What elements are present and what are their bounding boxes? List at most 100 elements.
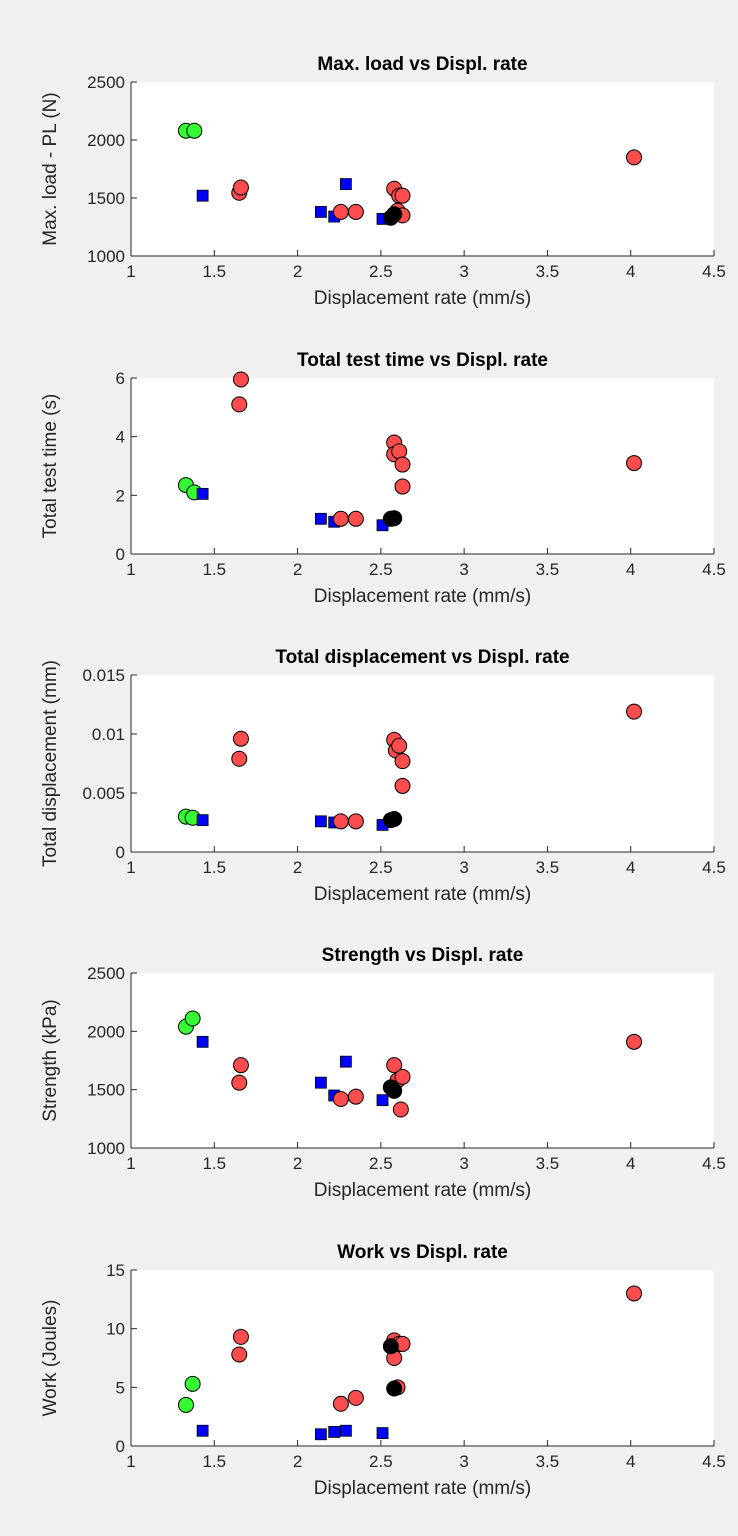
y-tick-label: 5 [116, 1378, 125, 1397]
data-point-circle [386, 1380, 403, 1397]
plot-area [131, 378, 714, 554]
data-point-circle [394, 478, 411, 495]
x-tick-label: 3.5 [536, 560, 560, 579]
x-tick-label: 2.5 [369, 858, 393, 877]
x-tick-label: 1.5 [202, 262, 226, 281]
data-point-square [339, 178, 352, 190]
series-4 [382, 810, 403, 829]
data-point-circle [626, 1285, 643, 1302]
chart-title: Strength vs Displ. rate [322, 945, 524, 966]
data-point-circle [626, 455, 643, 472]
y-tick-label: 0.015 [82, 666, 125, 685]
y-axis-label: Work (Joules) [40, 1300, 61, 1417]
data-point-circle [347, 203, 364, 220]
data-point-square [339, 1424, 352, 1437]
data-point-circle [391, 737, 408, 754]
series-3 [231, 371, 643, 527]
data-point-circle [386, 206, 403, 223]
x-tick-label: 2.5 [369, 560, 393, 579]
data-point-square [314, 512, 327, 525]
y-tick-label: 2000 [87, 1022, 125, 1041]
subplot-4: Strength vs Displ. rate 1 1.5 2 2.5 3 3.5 4 4.5 1… [40, 945, 726, 1201]
data-point-circle [231, 1346, 248, 1363]
x-tick-label: 3 [459, 560, 468, 579]
series-1 [177, 808, 201, 826]
data-point-square [314, 206, 327, 218]
series-1 [177, 1375, 201, 1413]
data-point-square [314, 1076, 327, 1089]
data-point-circle [392, 1101, 409, 1118]
data-point-circle [394, 753, 411, 770]
y-tick-label: 10 [106, 1320, 125, 1339]
data-point-square [339, 1055, 352, 1068]
x-axis-label: Displacement rate (mm/s) [314, 1478, 532, 1499]
data-point-circle [332, 510, 349, 527]
data-point-circle [386, 510, 403, 527]
x-tick-label: 4.5 [702, 1154, 726, 1173]
data-point-circle [232, 1057, 249, 1074]
y-axis-label: Max. load - PL (N) [40, 92, 61, 245]
chart-title: Max. load vs Displ. rate [317, 54, 527, 75]
x-tick-label: 3.5 [536, 858, 560, 877]
subplot-5: Work vs Displ. rate 1 1.5 2 2.5 3 3.5 4 4.5 0 5 10 1… [40, 1242, 726, 1499]
data-point-circle [386, 1057, 403, 1074]
x-tick-label: 1.5 [202, 1452, 226, 1471]
y-tick-label: 1500 [87, 1081, 125, 1100]
data-point-circle [232, 179, 249, 196]
data-point-circle [232, 371, 249, 388]
series-2 [196, 1424, 389, 1441]
x-tick-label: 4 [626, 858, 635, 877]
plot-area [131, 973, 714, 1148]
y-tick-label: 0.01 [92, 725, 125, 744]
x-axis-label: Displacement rate (mm/s) [314, 288, 532, 309]
x-tick-label: 2.5 [369, 262, 393, 281]
data-point-circle [232, 1328, 249, 1345]
data-point-square [376, 1094, 389, 1107]
data-point-square [314, 815, 327, 828]
y-tick-label: 2000 [87, 131, 125, 150]
x-tick-label: 3.5 [536, 262, 560, 281]
y-axis-label: Total test time (s) [40, 394, 61, 539]
x-tick-label: 1.5 [202, 858, 226, 877]
series-4 [382, 1079, 403, 1099]
chart-title: Work vs Displ. rate [337, 1242, 508, 1263]
y-tick-label: 1000 [87, 1139, 125, 1158]
data-point-circle [231, 396, 248, 413]
subplot-2: Total test time vs Displ. rate 1 1.5 2 2.5 3 3… [40, 350, 726, 607]
data-point-square [196, 487, 209, 500]
x-tick-label: 4.5 [702, 858, 726, 877]
data-point-circle [332, 813, 349, 830]
data-point-circle [347, 813, 364, 830]
data-point-circle [386, 1082, 403, 1099]
x-axis-label: Displacement rate (mm/s) [314, 586, 532, 607]
data-point-circle [332, 1091, 349, 1107]
data-point-circle [347, 1389, 364, 1406]
plot-area [131, 82, 714, 256]
x-tick-label: 2 [293, 1154, 302, 1173]
data-point-circle [332, 203, 349, 220]
y-axis-label: Total displacement (mm) [40, 660, 61, 867]
y-tick-label: 1000 [87, 247, 125, 266]
plot-area [131, 1270, 714, 1446]
x-tick-label: 3 [459, 262, 468, 281]
x-tick-label: 4.5 [702, 1452, 726, 1471]
data-point-circle [186, 122, 203, 139]
data-point-circle [231, 750, 248, 767]
data-point-square [376, 1427, 389, 1439]
x-tick-label: 2 [293, 858, 302, 877]
series-3 [231, 703, 643, 830]
data-point-circle [177, 1396, 194, 1413]
data-point-circle [626, 1033, 643, 1050]
y-tick-label: 4 [116, 428, 125, 447]
data-point-circle [391, 443, 408, 460]
y-tick-label: 2 [116, 486, 125, 505]
data-point-circle [394, 777, 411, 794]
data-point-circle [626, 149, 643, 166]
x-tick-label: 1 [126, 262, 135, 281]
data-point-square [328, 1426, 341, 1438]
x-tick-label: 1 [126, 1154, 135, 1173]
x-tick-label: 3 [459, 1154, 468, 1173]
x-tick-label: 1 [126, 858, 135, 877]
y-tick-label: 0 [116, 1437, 125, 1456]
